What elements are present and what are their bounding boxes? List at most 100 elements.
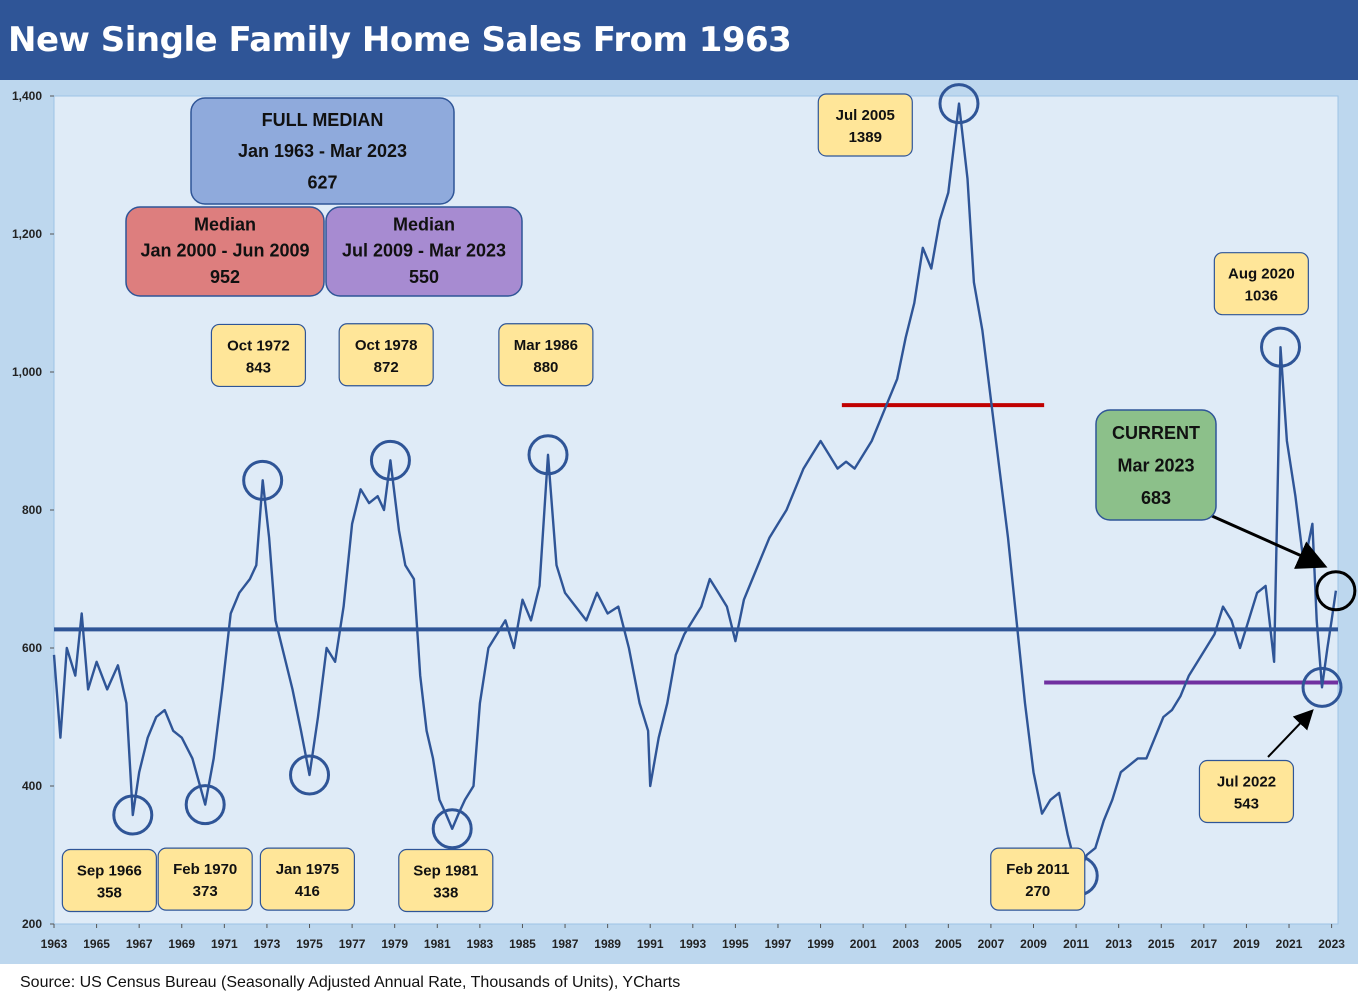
x-tick-label: 2021 (1276, 937, 1303, 951)
annotation-date: Jul 2022 (1217, 774, 1276, 791)
highlight-circle (1301, 666, 1343, 708)
median-box-line: CURRENT (1112, 423, 1200, 443)
annotation-date: Sep 1981 (413, 863, 478, 880)
annotation-box (498, 323, 594, 387)
highlight-circle (938, 83, 980, 125)
annotation-date: Feb 1970 (173, 861, 237, 878)
annotation-value: 373 (193, 883, 218, 900)
current-arrow (1211, 514, 1328, 569)
arrows (1211, 514, 1328, 758)
x-tick-label: 1965 (83, 937, 110, 951)
annotation-box (157, 847, 253, 911)
annotation-box (817, 93, 913, 157)
reference-lines (54, 403, 1338, 685)
highlight-circle (527, 434, 569, 476)
annotation-box (338, 323, 434, 387)
x-tick-label: 1985 (509, 937, 536, 951)
annotation-box (990, 847, 1086, 911)
median-box (125, 206, 325, 297)
x-tick-label: 1977 (339, 937, 366, 951)
x-tick-label: 2005 (935, 937, 962, 951)
y-tick-label: 600 (22, 641, 42, 655)
x-tick-label: 2015 (1148, 937, 1175, 951)
y-tick-label: 1,000 (12, 365, 42, 379)
annotation-value: 358 (97, 885, 122, 902)
annotation-value: 843 (246, 359, 271, 376)
annotation-date: Jan 1975 (276, 861, 339, 878)
annotation-value: 270 (1025, 883, 1050, 900)
annotation-value: 338 (433, 885, 458, 902)
highlight-circle (369, 439, 411, 481)
annotation-box (210, 323, 307, 388)
x-tick-label: 1969 (168, 937, 195, 951)
median-box-line: 952 (210, 267, 240, 287)
median-box-line: 627 (307, 172, 337, 192)
x-tick-label: 2013 (1105, 937, 1132, 951)
x-tick-label: 1989 (594, 937, 621, 951)
annotation-date: Jul 2005 (836, 107, 895, 124)
x-tick-label: 1963 (41, 937, 68, 951)
x-tick-label: 2009 (1020, 937, 1047, 951)
series-layer (52, 102, 1338, 877)
x-tick-label: 2017 (1190, 937, 1217, 951)
median-box-line: 683 (1141, 488, 1171, 508)
annotation-date: Oct 1978 (355, 337, 418, 354)
footer: Source: US Census Bureau (Seasonally Adj… (0, 964, 1358, 1000)
annotation-layer: Sep 1966 358 Feb 1970 373 Jan 1975 416 Oct 197… (61, 93, 1309, 913)
median-box-line: Median (393, 215, 455, 235)
annotation-box (259, 847, 355, 911)
annotation-value: 543 (1234, 796, 1259, 813)
x-axis: 1963 1965 1967 1969 1971 1973 1975 1977 1979 1981… (41, 924, 1345, 951)
x-tick-label: 1967 (126, 937, 153, 951)
page-title: New Single Family Home Sales From 1963 (8, 20, 792, 60)
series-line (52, 102, 1338, 877)
annotation-date: Oct 1972 (227, 337, 290, 354)
x-tick-label: 1979 (381, 937, 408, 951)
x-tick-label: 1987 (552, 937, 579, 951)
x-tick-label: 2003 (892, 937, 919, 951)
annotation-value: 872 (374, 359, 399, 376)
median-box-line: Mar 2023 (1117, 455, 1194, 475)
x-tick-label: 1983 (467, 937, 494, 951)
x-tick-label: 1981 (424, 937, 451, 951)
annotation-date: Aug 2020 (1228, 266, 1295, 283)
highlight-circle (431, 808, 473, 850)
x-tick-label: 1993 (679, 937, 706, 951)
median-box (190, 97, 455, 205)
highlight-circle (242, 459, 284, 501)
median-box-line: Median (194, 215, 256, 235)
annotation-box (1198, 759, 1295, 824)
x-tick-label: 2019 (1233, 937, 1260, 951)
y-tick-label: 800 (22, 503, 42, 517)
highlight-circle (184, 784, 226, 826)
x-tick-label: 2001 (850, 937, 877, 951)
annotation-value: 880 (533, 359, 558, 376)
y-axis: 200 400 600 800 1,000 1,200 1,400 (12, 89, 54, 931)
y-tick-label: 200 (22, 917, 42, 931)
chart: 200 400 600 800 1,000 1,200 1,400 1963 1965 1967… (12, 83, 1357, 951)
y-tick-label: 1,400 (12, 89, 42, 103)
highlight-circle (1260, 326, 1302, 368)
title-bar: New Single Family Home Sales From 1963 (0, 0, 1358, 80)
annotation-value: 416 (295, 883, 320, 900)
annotation-box (1213, 252, 1309, 316)
x-tick-label: 1997 (765, 937, 792, 951)
annotation-box (61, 848, 157, 913)
median-box-line: Jul 2009 - Mar 2023 (342, 241, 506, 261)
x-tick-label: 2007 (978, 937, 1005, 951)
x-tick-label: 1975 (296, 937, 323, 951)
x-tick-label: 1973 (254, 937, 281, 951)
median-box-line: Jan 1963 - Mar 2023 (238, 141, 407, 161)
x-tick-label: 1971 (211, 937, 238, 951)
x-tick-label: 1995 (722, 937, 749, 951)
median-boxes: FULL MEDIAN Jan 1963 - Mar 2023 627 Median J… (125, 97, 1217, 521)
highlight-circle (1315, 570, 1357, 612)
jul2022-arrow (1267, 709, 1314, 758)
y-tick-label: 1,200 (12, 227, 42, 241)
x-tick-label: 1999 (807, 937, 834, 951)
annotation-date: Mar 1986 (514, 337, 578, 354)
highlight-circle (112, 794, 154, 836)
annotation-date: Sep 1966 (77, 863, 142, 880)
y-tick-label: 400 (22, 779, 42, 793)
annotation-value: 1036 (1245, 288, 1278, 305)
